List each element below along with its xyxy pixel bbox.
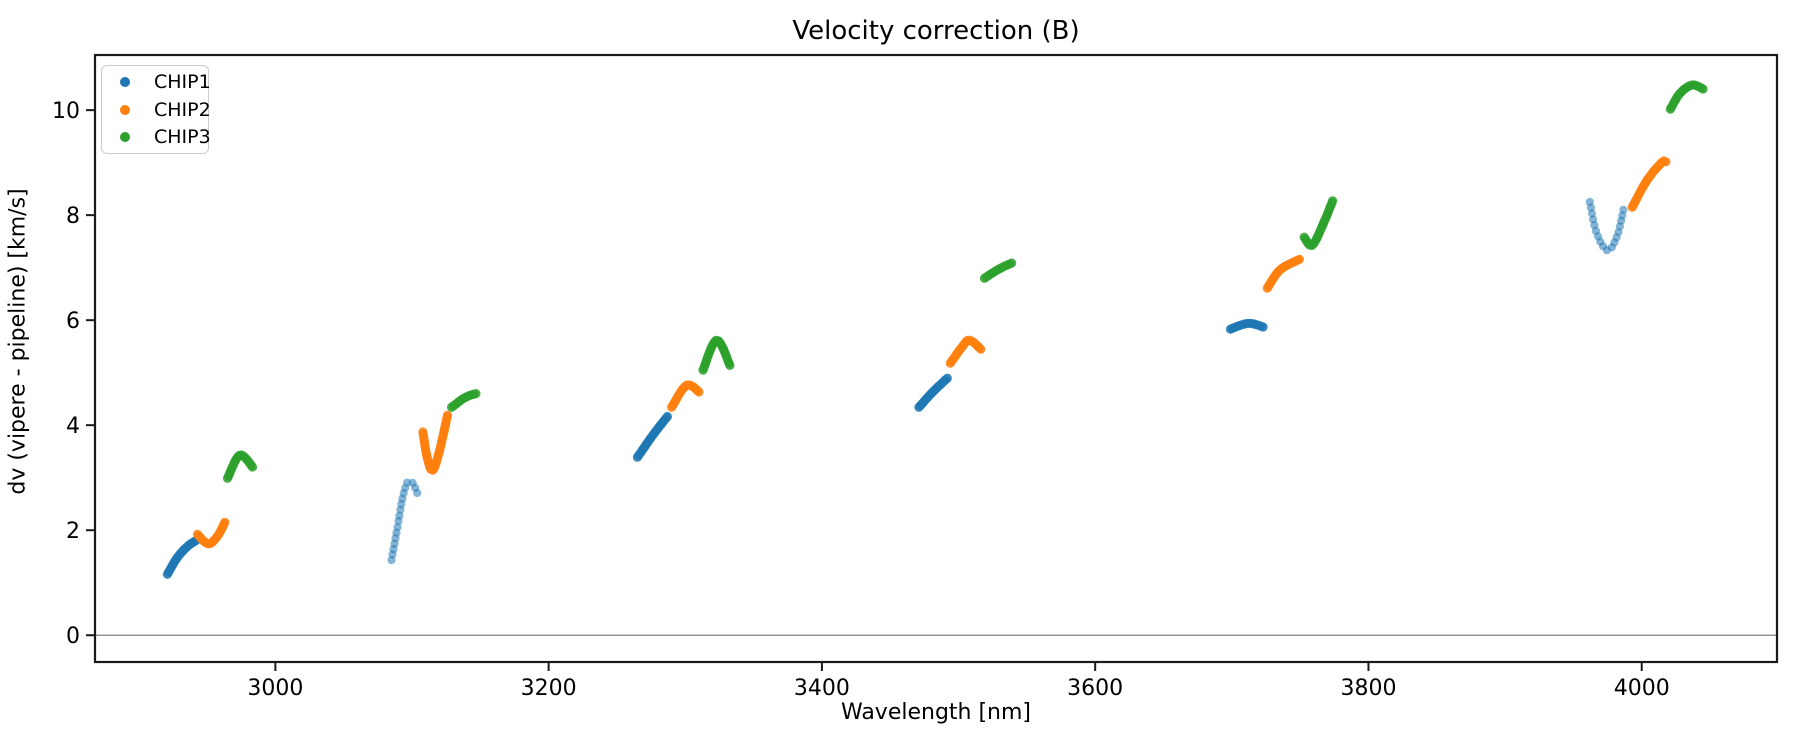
- x-tick-label: 3000: [247, 676, 303, 701]
- x-tick-label: 3600: [1067, 676, 1123, 701]
- chip1-marker-icon: [120, 76, 130, 87]
- y-tick-label: 8: [66, 204, 80, 229]
- legend-label-chip3: CHIP3: [154, 126, 211, 149]
- chip3-marker-icon: [120, 132, 130, 143]
- y-tick-label: 6: [66, 309, 80, 334]
- series-chip1: [162, 197, 1628, 579]
- y-tick-label: 0: [66, 624, 80, 649]
- chip2-marker-icon: [120, 104, 130, 115]
- y-tick-label: 2: [66, 519, 80, 544]
- legend: CHIP1 CHIP2 CHIP3: [101, 65, 211, 154]
- x-tick-label: 3400: [794, 676, 850, 701]
- legend-item-chip2: CHIP2: [102, 96, 211, 124]
- x-tick-label: 3800: [1340, 676, 1396, 701]
- legend-item-chip1: CHIP1: [102, 68, 211, 96]
- legend-item-chip3: CHIP3: [102, 123, 211, 151]
- legend-label-chip1: CHIP1: [154, 70, 211, 93]
- y-tick-label: 10: [52, 99, 80, 124]
- x-tick-label: 3200: [521, 676, 577, 701]
- x-tick-label: 4000: [1614, 676, 1670, 701]
- series-chip3: [222, 80, 1708, 483]
- legend-label-chip2: CHIP2: [154, 98, 211, 121]
- chart-title: Velocity correction (B): [792, 16, 1080, 46]
- series-chip2: [192, 156, 1671, 549]
- x-axis-label: Wavelength [nm]: [840, 700, 1032, 725]
- y-axis-label: dv (vipere - pipeline) [km/s]: [5, 188, 31, 495]
- y-tick-label: 4: [66, 414, 80, 439]
